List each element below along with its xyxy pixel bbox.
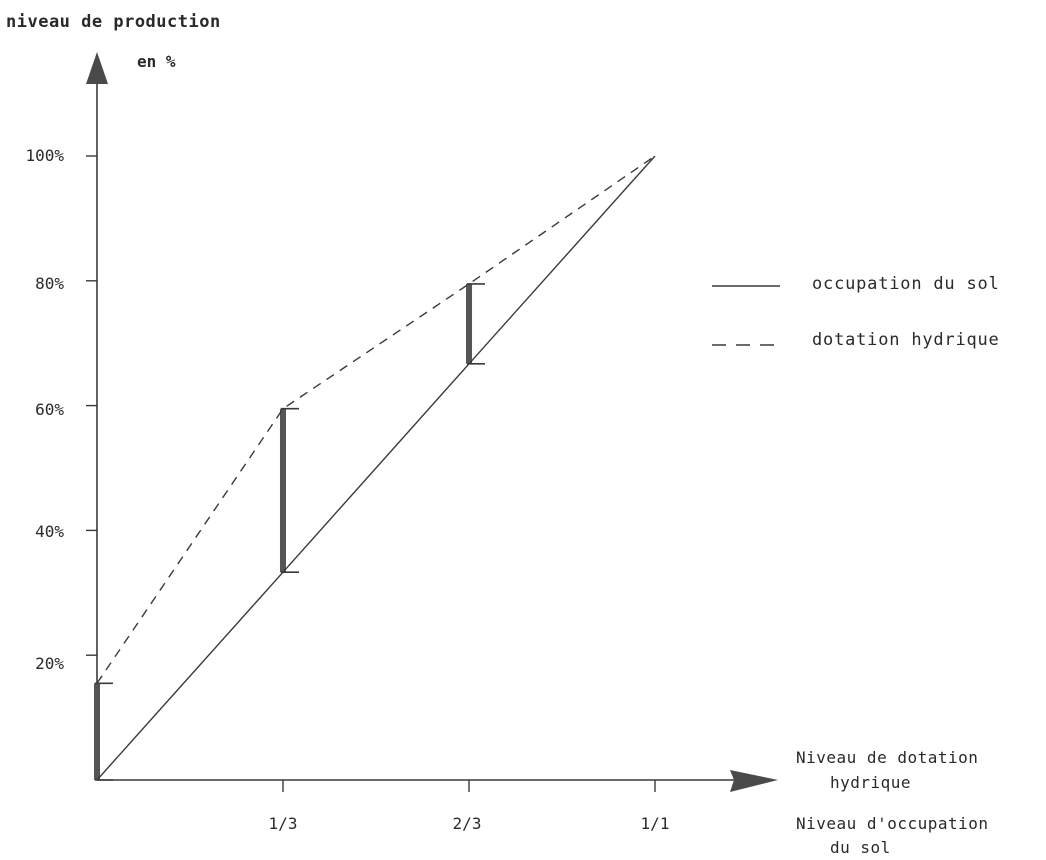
x-tick-label: 2/3 [452,814,482,833]
y-tick-label: 100% [25,146,64,165]
x-caption-bottom-line2: du sol [830,838,891,857]
y-axis-unit: en % [137,52,176,71]
y-axis-title: niveau de production [6,12,221,32]
y-tick-label: 80% [35,274,64,293]
x-tick-label: 1/1 [640,814,670,833]
x-tick-label: 1/3 [268,814,298,833]
y-tick-label: 40% [35,522,64,541]
legend-label-solid: occupation du sol [812,274,1000,294]
x-caption-top-line1: Niveau de dotation [796,748,979,767]
x-axis-arrowhead [730,770,778,792]
y-tick-label: 20% [35,654,64,673]
series-line-dotation-hydrique [96,155,656,684]
x-caption-bottom-line1: Niveau d'occupation [796,814,989,833]
y-axis-arrowhead [86,52,108,84]
legend-label-dashed: dotation hydrique [812,330,1000,350]
series-line-occupation-du-sol [96,155,656,781]
x-caption-top-line2: hydrique [830,773,912,792]
y-tick-label: 60% [35,400,64,419]
